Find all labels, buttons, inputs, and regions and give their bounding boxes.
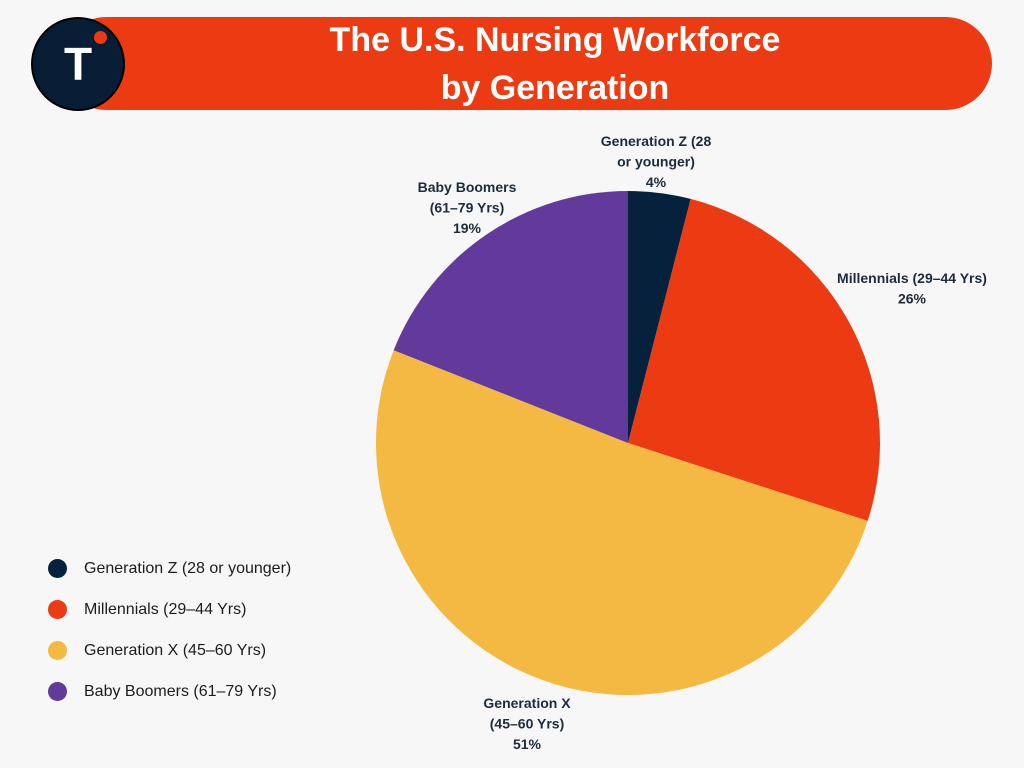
pie-slices: [376, 191, 881, 695]
legend-swatch-icon: [48, 559, 67, 578]
title-line-2: by Generation: [440, 68, 670, 107]
slice-name-label: Millennials (29–44 Yrs): [837, 270, 987, 286]
chart-title: The U.S. Nursing Workforce by Generation: [100, 17, 1010, 110]
slice-name-label: (45–60 Yrs): [490, 716, 564, 732]
title-banner: [60, 17, 992, 110]
slice-name-label: Generation Z (28: [601, 133, 712, 149]
slice-value-label: 26%: [898, 291, 927, 307]
legend-item: Generation Z (28 or younger): [48, 548, 291, 589]
slice-name-label: Baby Boomers: [418, 179, 517, 195]
legend-item: Generation X (45–60 Yrs): [48, 630, 291, 671]
logo-dot-icon: [94, 31, 107, 44]
chart-legend: Generation Z (28 or younger) Millennials …: [48, 548, 291, 712]
title-line-1: The U.S. Nursing Workforce: [329, 20, 781, 59]
legend-label: Baby Boomers (61–79 Yrs): [84, 682, 277, 700]
slice-label-0: Generation Z (28 or younger) 4%: [601, 133, 712, 190]
slice-labels: Generation Z (28 or younger) 4% Millennials…: [418, 133, 987, 752]
brand-logo: T: [31, 17, 125, 111]
legend-swatch-icon: [48, 641, 67, 660]
legend-swatch-icon: [48, 682, 67, 701]
pie-slice-1: [628, 198, 881, 521]
slice-label-1: Millennials (29–44 Yrs) 26%: [837, 270, 987, 307]
slice-name-label: (61–79 Yrs): [430, 200, 504, 216]
slice-label-3: Baby Boomers (61–79 Yrs) 19%: [418, 179, 517, 236]
pie-slice-3: [393, 191, 628, 443]
slice-name-label: Generation X: [483, 695, 571, 711]
slice-value-label: 51%: [513, 736, 542, 752]
slice-label-2: Generation X (45–60 Yrs) 51%: [483, 695, 571, 752]
slice-name-label: or younger): [617, 154, 695, 170]
pie-slice-0: [628, 191, 691, 443]
legend-label: Generation X (45–60 Yrs): [84, 641, 267, 659]
legend-item: Millennials (29–44 Yrs): [48, 589, 291, 630]
legend-item: Baby Boomers (61–79 Yrs): [48, 671, 291, 712]
slice-value-label: 4%: [646, 174, 667, 190]
legend-label: Millennials (29–44 Yrs): [84, 600, 247, 618]
logo-letter: T: [63, 38, 93, 90]
legend-swatch-icon: [48, 600, 67, 619]
legend-label: Generation Z (28 or younger): [84, 559, 292, 577]
slice-value-label: 19%: [453, 220, 482, 236]
pie-slice-2: [376, 350, 868, 695]
